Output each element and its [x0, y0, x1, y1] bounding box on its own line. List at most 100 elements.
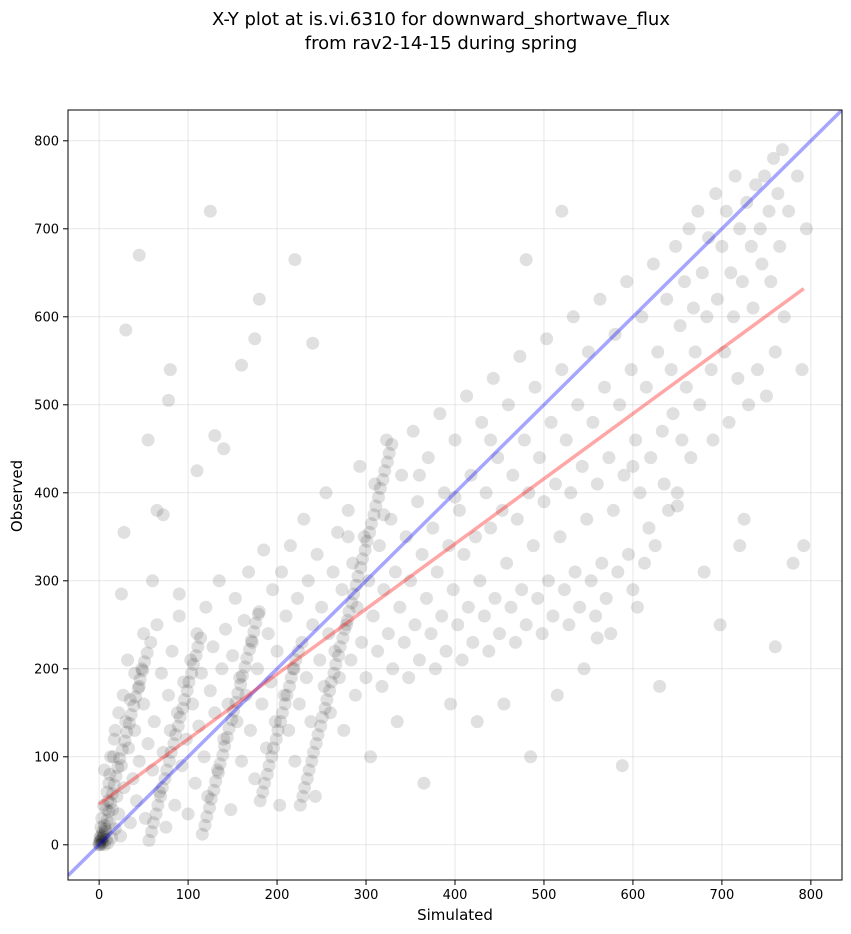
- data-point: [775, 143, 789, 157]
- data-point: [306, 618, 320, 632]
- data-point: [442, 539, 456, 553]
- data-point: [100, 813, 114, 827]
- data-point: [158, 772, 172, 786]
- reference-lines: [68, 110, 842, 877]
- data-point: [120, 725, 134, 739]
- data-point: [129, 690, 143, 704]
- data-point: [248, 332, 262, 346]
- data-point: [332, 671, 346, 685]
- data-point: [291, 644, 305, 658]
- data-point: [189, 649, 203, 663]
- data-point: [182, 675, 196, 689]
- chart-title-line-2: from rav2-14-15 during spring: [305, 33, 578, 54]
- data-point: [369, 499, 383, 513]
- data-point: [132, 754, 146, 768]
- data-point: [424, 627, 438, 641]
- data-point: [358, 543, 372, 557]
- data-point: [751, 363, 764, 377]
- data-point: [96, 825, 110, 839]
- data-point: [577, 662, 591, 676]
- data-point: [615, 759, 629, 773]
- data-point: [112, 807, 126, 821]
- data-point: [528, 380, 542, 394]
- data-point: [181, 807, 195, 821]
- data-point: [259, 741, 273, 755]
- data-point: [274, 715, 288, 729]
- data-point: [704, 363, 718, 377]
- data-point: [155, 781, 169, 795]
- data-point: [376, 473, 390, 487]
- data-point: [171, 719, 185, 733]
- data-point: [777, 310, 791, 324]
- data-point: [451, 618, 465, 632]
- data-point: [381, 627, 395, 641]
- x-axis-ticks: 0 100 200 300 400 500 600 700 800: [95, 880, 823, 903]
- data-point: [163, 723, 177, 737]
- data-point: [119, 715, 133, 729]
- data-point: [341, 530, 355, 544]
- data-point: [293, 798, 307, 812]
- data-point: [247, 625, 261, 639]
- data-point: [300, 772, 314, 786]
- data-point: [252, 605, 266, 619]
- data-point: [484, 433, 498, 447]
- data-point: [179, 732, 193, 746]
- data-point: [123, 693, 137, 707]
- data-point: [159, 820, 173, 834]
- data-point: [105, 831, 119, 845]
- data-point: [469, 530, 482, 544]
- data-point: [362, 574, 376, 588]
- data-point: [251, 662, 264, 676]
- data-point: [762, 204, 776, 218]
- data-point: [571, 398, 585, 412]
- data-point: [446, 583, 460, 597]
- data-point: [211, 763, 224, 777]
- one-to-one-line: [68, 110, 842, 877]
- data-point: [251, 607, 265, 621]
- data-point: [108, 822, 122, 836]
- data-point: [642, 521, 656, 535]
- data-point: [265, 750, 279, 764]
- y-tick-label: 500: [34, 398, 59, 413]
- data-point: [675, 433, 689, 447]
- data-point: [302, 763, 316, 777]
- y-tick-label: 700: [34, 222, 59, 237]
- data-point: [198, 818, 212, 832]
- data-point: [360, 534, 374, 548]
- data-point: [562, 618, 576, 632]
- data-point: [243, 642, 256, 656]
- data-point: [349, 578, 363, 592]
- data-point: [191, 640, 205, 654]
- data-point: [308, 789, 322, 803]
- data-point: [670, 486, 684, 500]
- data-point: [323, 706, 337, 720]
- data-point: [461, 600, 475, 614]
- data-point: [140, 646, 154, 660]
- data-point: [506, 468, 520, 482]
- data-point: [595, 556, 609, 570]
- data-point: [348, 688, 362, 702]
- y-tick-label: 100: [34, 750, 59, 765]
- data-point: [464, 468, 478, 482]
- data-point: [109, 769, 123, 783]
- data-point: [313, 653, 327, 667]
- data-point: [550, 688, 564, 702]
- data-point: [602, 451, 616, 465]
- data-point: [142, 833, 156, 847]
- data-point: [630, 600, 644, 614]
- data-point: [301, 574, 315, 588]
- data-point: [382, 446, 396, 460]
- data-point: [178, 693, 191, 707]
- data-point: [335, 583, 349, 597]
- data-point: [669, 239, 683, 253]
- data-point: [388, 565, 402, 579]
- data-point: [504, 600, 518, 614]
- data-point: [342, 605, 356, 619]
- data-point: [706, 433, 720, 447]
- data-point: [385, 437, 399, 451]
- y-tick-label: 0: [51, 838, 59, 853]
- data-point: [135, 662, 149, 676]
- data-point: [200, 810, 214, 824]
- data-point: [291, 591, 304, 605]
- data-point: [323, 684, 337, 698]
